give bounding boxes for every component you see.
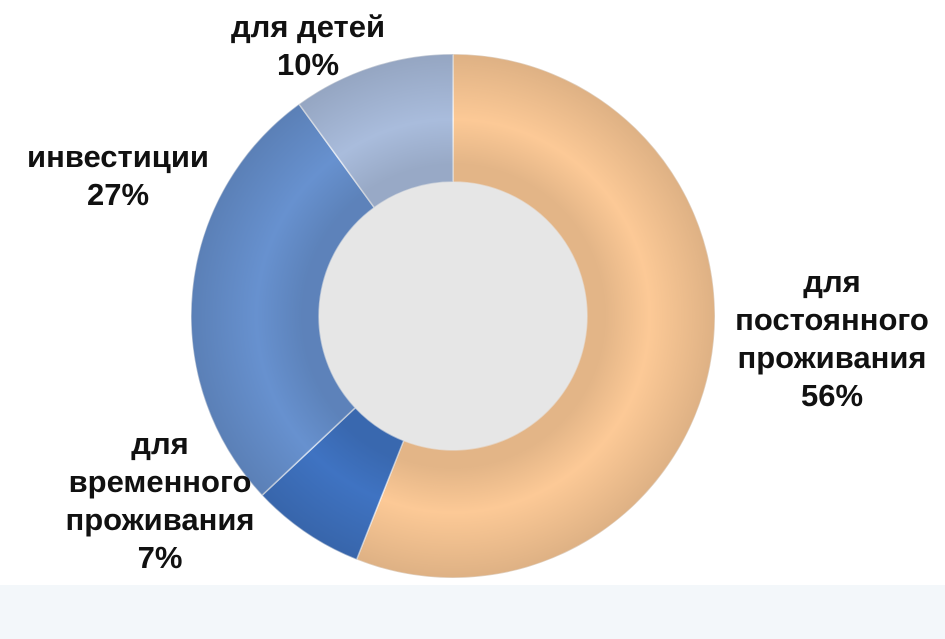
slice-category-label: проживания [738, 340, 927, 375]
chart-area: для постоянного проживания 56% для временного… [27, 9, 929, 579]
slice-category-label: для детей [231, 9, 385, 44]
slice-category-label: инвестиции [27, 139, 209, 174]
slice-value-label: 56% [801, 378, 863, 413]
labels-layer: для постоянного проживания 56%для временного… [27, 9, 929, 575]
slice-category-label: проживания [66, 502, 255, 537]
slice-category-label: временного [69, 464, 252, 499]
slice-category-label: постоянного [735, 302, 929, 337]
slices-layer [190, 53, 716, 579]
slice-category-label: для [131, 426, 188, 461]
slice-label-4: для детей 10% [231, 9, 385, 82]
slice-category-label: для [803, 264, 860, 299]
footer-band [0, 585, 945, 639]
slice-value-label: 27% [87, 177, 149, 212]
donut-chart: для постоянного проживания 56%для временного… [27, 9, 929, 579]
slice-label-3: инвестиции 27% [27, 139, 209, 212]
slice-label-1: для постоянного проживания 56% [735, 264, 929, 413]
slice-label-2: для временного проживания 7% [66, 426, 255, 575]
slice-value-label: 10% [277, 47, 339, 82]
slice-value-label: 7% [138, 540, 183, 575]
